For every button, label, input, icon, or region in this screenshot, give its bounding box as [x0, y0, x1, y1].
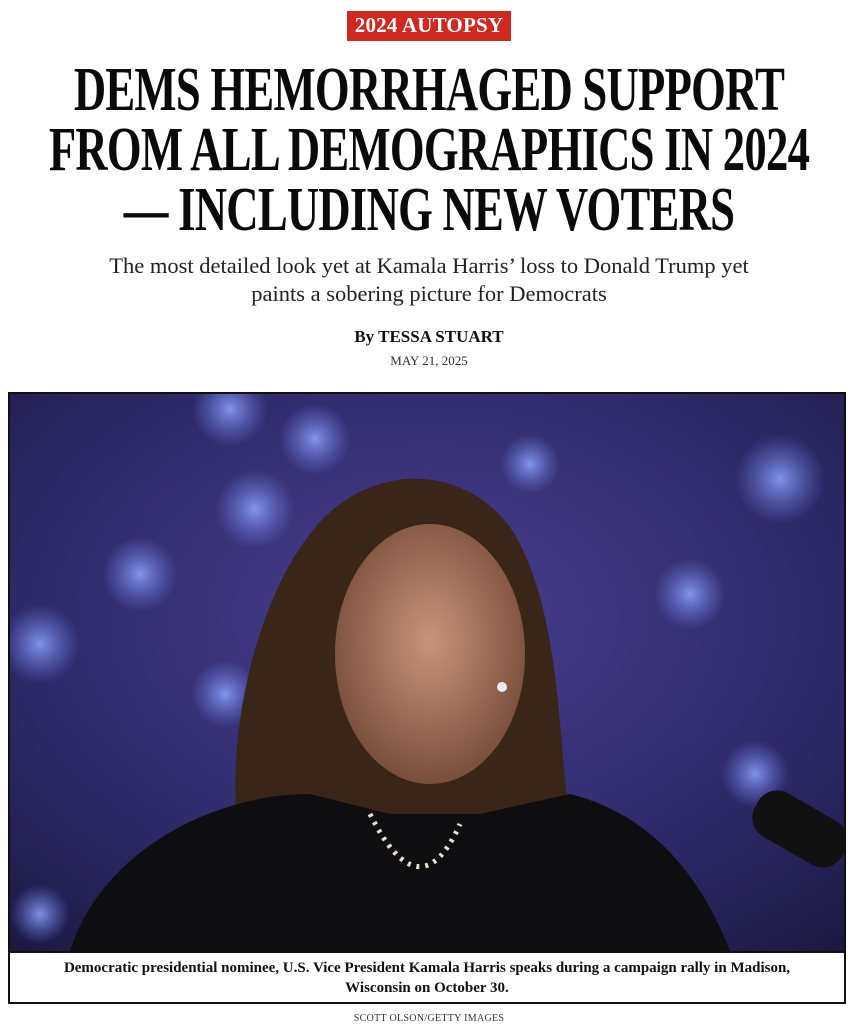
headline-block: DEMS HEMORRHAGED SUPPORT FROM ALL DEMOGR…	[0, 60, 858, 245]
photo-credit: SCOTT OLSON/GETTY IMAGES	[353, 1013, 505, 1024]
photo-frame: Democratic presidential nominee, U.S. Vi…	[8, 392, 846, 1004]
date: MAY 21, 2025	[390, 353, 468, 368]
headline: DEMS HEMORRHAGED SUPPORT FROM ALL DEMOGR…	[48, 60, 810, 244]
dek: The most detailed look yet at Kamala Har…	[109, 253, 749, 306]
kicker-row: 2024 AUTOPSY	[0, 11, 858, 41]
photo	[10, 394, 844, 951]
kicker[interactable]: 2024 AUTOPSY	[346, 11, 512, 41]
byline[interactable]: By TESSA STUART	[354, 327, 504, 346]
photo-caption: Democratic presidential nominee, U.S. Vi…	[10, 951, 844, 1002]
